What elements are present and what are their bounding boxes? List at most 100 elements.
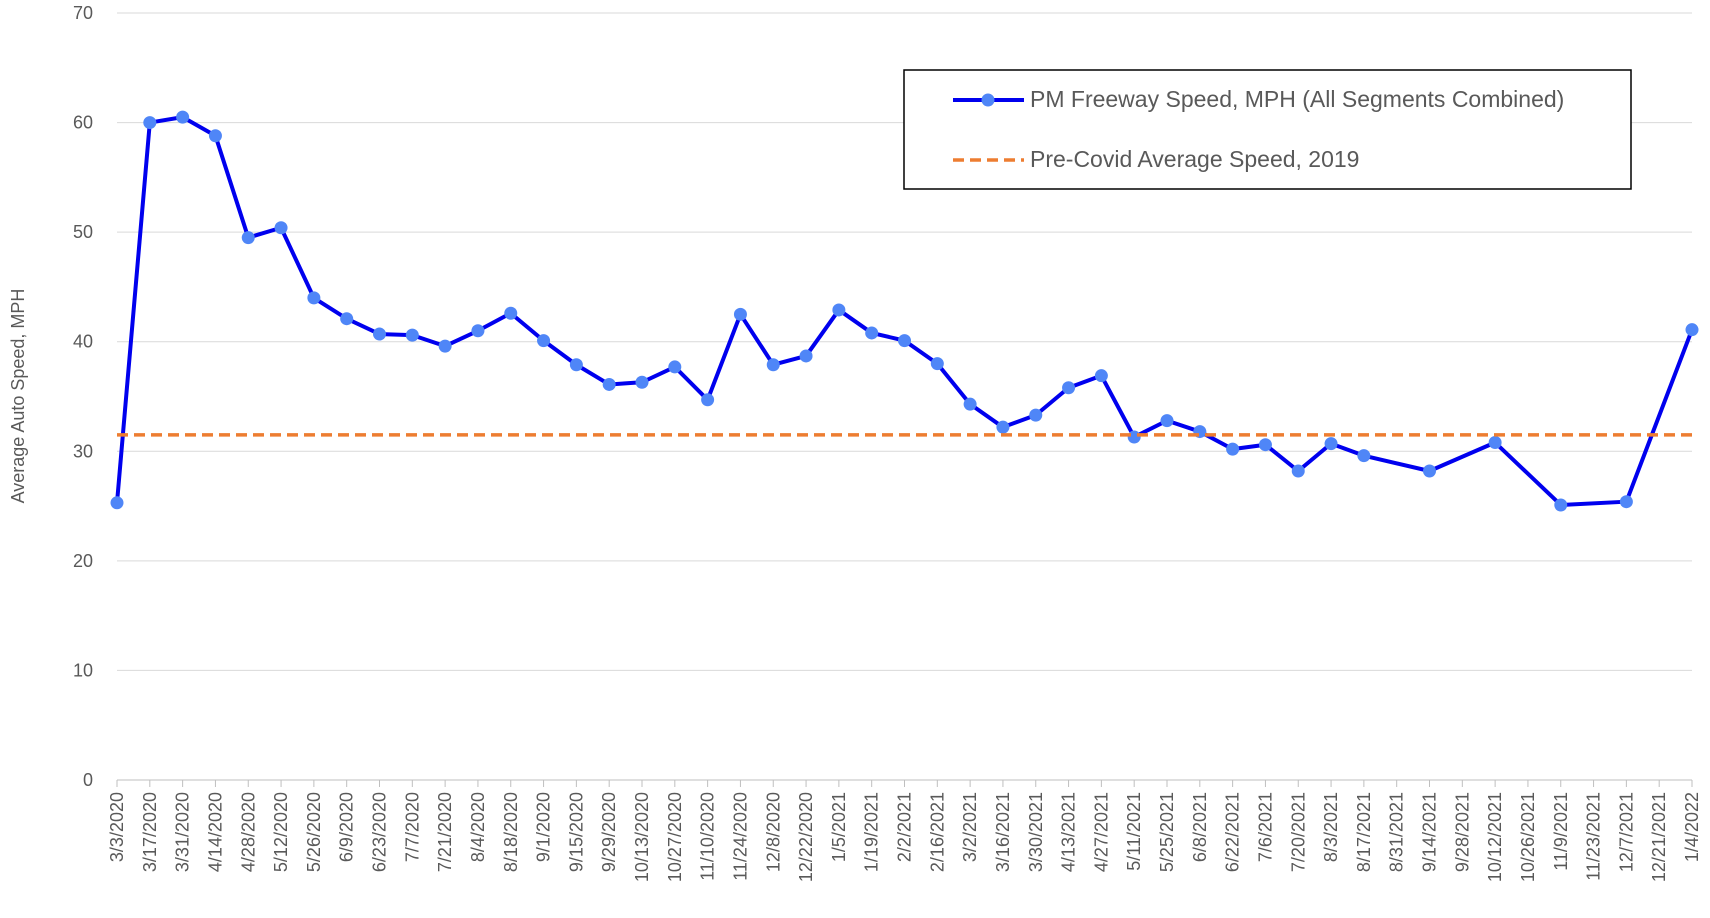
marker xyxy=(504,306,518,320)
x-tick-label: 12/7/2021 xyxy=(1616,792,1636,872)
x-tick-label: 12/8/2020 xyxy=(763,792,783,872)
line-segment xyxy=(1427,440,1498,474)
marker xyxy=(799,349,813,363)
marker xyxy=(635,375,649,389)
line-segment xyxy=(672,364,710,402)
marker xyxy=(1291,464,1305,478)
x-tick-label: 5/25/2021 xyxy=(1157,792,1177,872)
x-tick-label: 7/6/2021 xyxy=(1255,792,1275,862)
marker xyxy=(438,339,452,353)
x-tick-label: 4/27/2021 xyxy=(1091,792,1111,872)
x-tick-label: 3/30/2021 xyxy=(1026,792,1046,872)
x-tick-label: 3/2/2021 xyxy=(960,792,980,862)
marker xyxy=(537,334,551,348)
x-tick-label: 7/21/2020 xyxy=(435,792,455,872)
x-tick-label: 6/8/2021 xyxy=(1190,792,1210,862)
marker xyxy=(865,326,879,340)
x-tick-label: 11/10/2020 xyxy=(698,792,718,881)
legend-label: Pre-Covid Average Speed, 2019 xyxy=(1030,146,1359,172)
y-tick-label: 30 xyxy=(73,441,93,461)
marker xyxy=(898,334,911,348)
marker xyxy=(668,360,682,374)
x-tick-label: 10/13/2020 xyxy=(632,792,652,882)
marker xyxy=(1554,498,1568,512)
x-tick-label: 5/11/2021 xyxy=(1124,792,1144,871)
x-tick-label: 9/1/2020 xyxy=(534,792,554,862)
line-segment xyxy=(1558,499,1629,507)
x-tick-label: 1/5/2021 xyxy=(829,792,849,862)
x-tick-label: 3/17/2020 xyxy=(140,792,160,872)
marker xyxy=(1094,369,1108,383)
marker xyxy=(930,357,944,371)
marker xyxy=(701,393,715,407)
marker xyxy=(373,327,386,341)
line-segment xyxy=(1361,453,1432,474)
x-tick-label: 4/28/2020 xyxy=(238,792,258,872)
x-tick-label: 1/19/2021 xyxy=(862,792,882,872)
line-segment xyxy=(935,361,973,407)
x-tick-label: 4/13/2021 xyxy=(1059,792,1079,872)
line-segment xyxy=(508,311,546,343)
x-tick-label: 9/29/2020 xyxy=(599,792,619,872)
x-tick-label: 8/31/2021 xyxy=(1387,792,1407,872)
x-tick-label: 7/7/2020 xyxy=(402,792,422,862)
x-tick-label: 3/16/2021 xyxy=(993,792,1013,872)
x-tick-label: 9/15/2020 xyxy=(566,792,586,872)
marker xyxy=(1226,442,1240,456)
x-tick-label: 6/23/2020 xyxy=(370,792,390,872)
line-segment xyxy=(902,338,940,366)
marker xyxy=(274,221,288,235)
marker xyxy=(569,358,583,372)
marker xyxy=(832,303,846,317)
x-tick-label: 9/28/2021 xyxy=(1452,792,1472,872)
x-tick-label: 4/14/2020 xyxy=(205,792,225,872)
line-segment xyxy=(115,120,152,505)
marker xyxy=(110,496,124,510)
marker xyxy=(1062,381,1076,395)
x-tick-label: 10/27/2020 xyxy=(665,792,685,882)
y-tick-label: 0 xyxy=(83,770,93,790)
x-tick-label: 5/12/2020 xyxy=(271,792,291,872)
marker xyxy=(996,420,1010,434)
y-tick-label: 10 xyxy=(73,660,93,680)
marker xyxy=(340,312,354,326)
marker xyxy=(733,307,747,321)
marker xyxy=(176,110,190,124)
x-tick-label: 9/14/2021 xyxy=(1420,792,1440,872)
x-tick-label: 8/4/2020 xyxy=(468,792,488,862)
x-tick-label: 7/20/2021 xyxy=(1288,792,1308,872)
x-tick-label: 8/3/2021 xyxy=(1321,792,1341,862)
line-segment xyxy=(279,225,316,300)
marker xyxy=(1423,464,1436,478)
marker xyxy=(766,358,780,372)
marker xyxy=(1160,414,1174,428)
marker xyxy=(602,377,616,391)
marker xyxy=(1619,495,1633,509)
x-tick-label: 11/9/2021 xyxy=(1551,792,1571,871)
y-tick-label: 40 xyxy=(73,332,93,352)
marker xyxy=(405,328,419,342)
y-tick-label: 60 xyxy=(73,113,93,133)
x-tick-label: 10/12/2021 xyxy=(1485,792,1505,882)
x-tick-label: 6/9/2020 xyxy=(337,792,357,862)
line-segment xyxy=(1296,441,1334,474)
x-tick-label: 5/26/2020 xyxy=(304,792,324,872)
x-tick-label: 12/21/2021 xyxy=(1649,792,1669,882)
marker xyxy=(307,291,321,305)
x-tick-label: 3/3/2020 xyxy=(107,792,127,862)
legend-marker xyxy=(981,93,995,107)
marker xyxy=(1324,437,1338,451)
line-segment xyxy=(804,307,841,358)
x-tick-label: 8/17/2021 xyxy=(1354,792,1374,872)
x-tick-label: 10/26/2021 xyxy=(1518,792,1538,882)
line-segment xyxy=(836,307,874,335)
x-tick-label: 8/18/2020 xyxy=(501,792,521,872)
x-tick-label: 3/31/2020 xyxy=(173,792,193,872)
y-tick-label: 50 xyxy=(73,222,93,242)
y-tick-label: 20 xyxy=(73,551,93,571)
x-tick-label: 2/16/2021 xyxy=(927,792,947,872)
x-tick-label: 11/24/2020 xyxy=(730,792,750,881)
marker xyxy=(1488,436,1502,450)
line-segment xyxy=(705,312,743,402)
